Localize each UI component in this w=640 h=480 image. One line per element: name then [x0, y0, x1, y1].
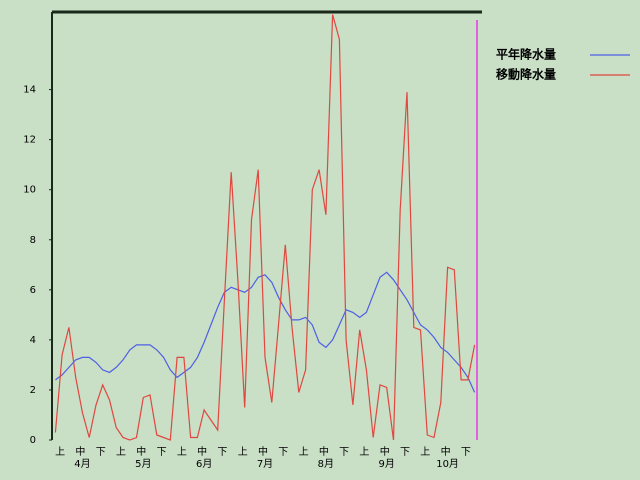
y-tick-label: 0	[30, 435, 36, 446]
series-line	[55, 271, 476, 393]
y-tick-label: 14	[23, 85, 36, 96]
x-tick-label: 下	[157, 447, 167, 458]
x-tick-label: 上	[359, 446, 369, 458]
y-tick-label: 6	[30, 285, 36, 296]
x-tick-label: 上	[116, 446, 126, 458]
x-tick-label: 上	[299, 446, 309, 458]
x-tick-label: 下	[339, 447, 349, 458]
x-tick-label: 上	[238, 446, 248, 458]
y-tick-label: 8	[30, 235, 36, 246]
plot-area	[54, 14, 476, 441]
x-tick-label: 上	[177, 446, 187, 458]
x-tick-label: 下	[217, 447, 227, 458]
legend-label: 移動降水量	[496, 67, 556, 82]
y-tick-label: 2	[30, 385, 36, 396]
month-label: 5月	[135, 458, 151, 470]
month-label: 10月	[436, 458, 459, 470]
x-tick-label: 中	[197, 445, 207, 458]
month-label: 4月	[74, 458, 90, 470]
x-tick-label: 上	[55, 446, 65, 458]
x-tick-label: 下	[461, 447, 471, 458]
y-tick-label: 10	[23, 185, 36, 196]
x-tick-label: 中	[75, 445, 85, 458]
x-tick-label: 下	[278, 447, 288, 458]
x-tick-label: 中	[441, 445, 451, 458]
y-tick-label: 4	[30, 335, 36, 346]
legend-label: 平年降水量	[496, 47, 556, 62]
x-tick-label: 中	[136, 445, 146, 458]
month-label: 8月	[318, 458, 334, 470]
month-label: 7月	[257, 458, 273, 470]
x-tick-label: 下	[96, 447, 106, 458]
x-tick-label: 中	[380, 445, 390, 458]
x-tick-label: 中	[258, 445, 268, 458]
x-tick-label: 上	[420, 446, 430, 458]
month-label: 9月	[379, 458, 395, 470]
x-tick-label: 中	[319, 445, 329, 458]
y-tick-label: 12	[23, 135, 36, 146]
x-tick-label: 下	[400, 447, 410, 458]
series-line	[54, 14, 476, 441]
month-label: 6月	[196, 458, 212, 470]
